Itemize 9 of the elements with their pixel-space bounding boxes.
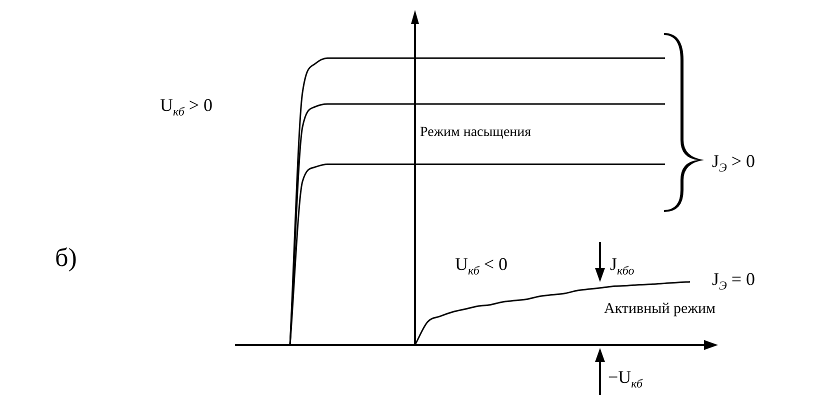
annotation: J$_{Э}$ = 0 xyxy=(712,269,756,293)
annotation: J$_{кбо}$ xyxy=(610,254,634,278)
annotation: Активный режим xyxy=(604,301,716,317)
text: б) xyxy=(55,243,77,272)
text: U$_{кб}$ > 0 xyxy=(160,95,213,119)
annotation: J$_{Э}$ > 0 xyxy=(712,151,756,175)
annotation: U$_{кб}$ < 0 xyxy=(455,254,508,278)
annotation: Режим насыщения xyxy=(420,125,532,140)
text: −U$_{кб}$ xyxy=(608,367,643,391)
